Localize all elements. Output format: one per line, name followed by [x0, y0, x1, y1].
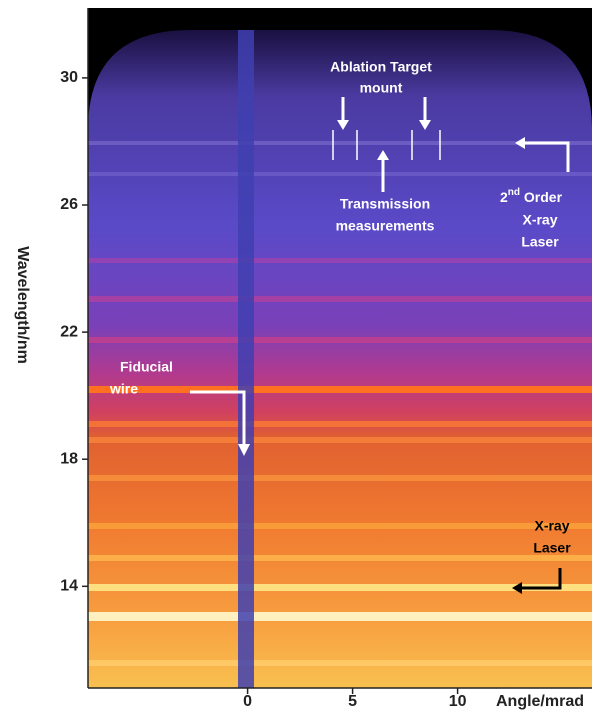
annotation: X-ray [534, 518, 569, 534]
annotation: Laser [521, 234, 559, 250]
y-tick-label: 22 [60, 323, 78, 340]
y-tick-label: 14 [60, 578, 78, 595]
y-tick-label: 30 [60, 69, 78, 86]
y-tick-label: 18 [60, 450, 78, 467]
x-axis-label: Angle/mrad [496, 693, 584, 710]
x-tick-label: 5 [348, 693, 357, 710]
x-tick-label: 0 [243, 693, 252, 710]
annotation: wire [109, 381, 138, 397]
chart: Ablation Target mount Transmission measu… [0, 0, 603, 713]
x-tick-label: 10 [449, 693, 467, 710]
annotation: Laser [533, 540, 571, 556]
annotation: Fiducial [120, 359, 173, 375]
annotation: Order [520, 189, 563, 205]
annotation: 2 [500, 189, 508, 205]
y-tick-label: 26 [60, 196, 78, 213]
y-axis-label: Wavelength/nm [14, 246, 31, 364]
annotation: measurements [336, 218, 435, 234]
annotation: X-ray [522, 212, 557, 228]
page: {"chart_data": {"type": "spectrogram", "… [0, 0, 603, 713]
annotation: Ablation Target [330, 59, 432, 75]
annotation: Transmission [340, 196, 430, 212]
annotation-superscript: nd [508, 187, 520, 198]
annotation: mount [360, 80, 403, 96]
